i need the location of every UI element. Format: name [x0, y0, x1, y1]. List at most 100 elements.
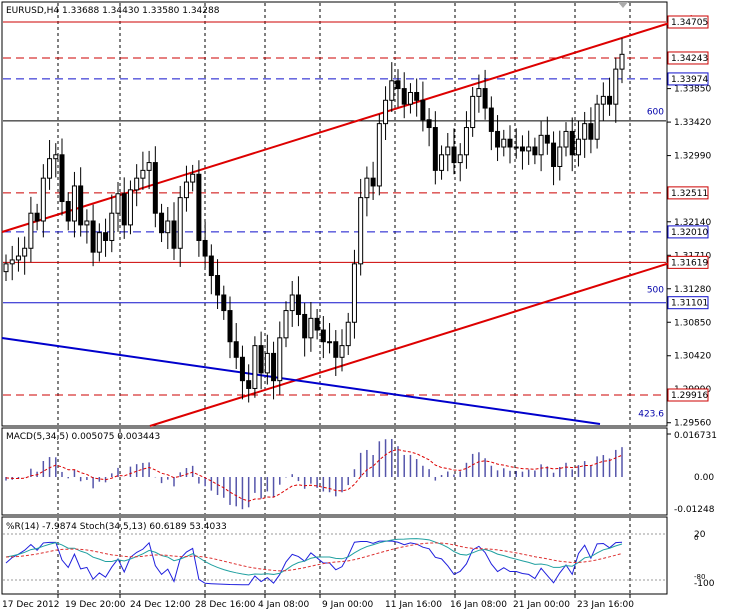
shift-marker-icon[interactable]: [618, 2, 628, 8]
macd-indicator: 0.016731 0.00 -0.01248: [5, 431, 717, 515]
candle-body: [65, 201, 71, 222]
candle-body: [196, 173, 202, 241]
fib-level-label: 600: [647, 107, 664, 117]
level-price-box: [667, 72, 709, 86]
candle-body: [127, 189, 133, 226]
candle-body: [432, 127, 438, 171]
level-price-box: [667, 15, 709, 29]
candle-body: [370, 177, 376, 187]
stoch-axis-label: -100: [694, 579, 715, 589]
stoch-axis-label: -80: [694, 573, 705, 581]
level-price-box: [667, 388, 709, 402]
fib-labels: 600 500 423.6: [638, 107, 664, 419]
stoch-title: %R(14) -7.9874 Stoch(34,5,13) 60.6189 53…: [6, 522, 227, 532]
lower-channel-line: [149, 255, 693, 427]
time-tick-label: 17 Dec 2012: [2, 600, 60, 610]
macd-title: MACD(5,34,5) 0.005075 0.003443: [6, 432, 160, 442]
candle-body: [544, 134, 550, 144]
candle-body: [376, 123, 382, 187]
candle-body: [563, 130, 569, 148]
level-price-box: [667, 225, 709, 239]
candle-body: [289, 294, 295, 312]
candle-body: [227, 310, 233, 343]
candle-body: [507, 138, 513, 148]
candle-body: [177, 197, 183, 249]
time-axis: 17 Dec 2012 19 Dec 20:00 24 Dec 12:00 28 De…: [2, 594, 634, 610]
candle-body: [264, 352, 270, 374]
time-tick-label: 23 Jan 16:00: [577, 600, 634, 610]
candle-body: [134, 177, 140, 191]
candle-body: [451, 146, 457, 164]
candle-body: [28, 212, 34, 249]
level-price-label: 1.29916: [671, 391, 708, 401]
level-price-label: 1.34243: [671, 54, 708, 64]
candle-body: [582, 123, 588, 140]
fib-level-label: 423.6: [638, 409, 664, 419]
level-price-label: 1.33974: [671, 75, 708, 85]
candle-body: [588, 123, 594, 140]
level-price-label: 1.31619: [671, 258, 708, 268]
candle-body: [308, 317, 314, 339]
candle-body: [109, 212, 115, 241]
candle-body: [277, 337, 283, 382]
candle-body: [532, 146, 538, 156]
stoch-axis-label: 0: [694, 534, 698, 542]
level-price-box: [667, 186, 709, 200]
candle-body: [519, 146, 525, 152]
candle-body: [395, 80, 401, 90]
ohlc-label: 1.33688 1.34430 1.33580 1.34288: [62, 6, 220, 16]
candle-body: [600, 95, 606, 105]
time-tick-label: 16 Jan 08:00: [450, 600, 507, 610]
candle-body: [90, 220, 96, 253]
candle-body: [84, 220, 90, 226]
candle-body: [252, 345, 258, 389]
candle-body: [463, 127, 469, 156]
candle-body: [327, 341, 333, 344]
candle-body: [103, 232, 109, 241]
candle-body: [34, 212, 40, 222]
stoch-pane-frame: [1, 516, 668, 595]
candle-body: [569, 130, 575, 156]
macd-axis-label: 0.016731: [674, 431, 717, 441]
candle-body: [339, 345, 345, 358]
level-price-box: [667, 51, 709, 65]
price-levels: [3, 21, 666, 396]
symbol-label: EURUSD,H4: [6, 6, 59, 16]
candle-body: [246, 380, 252, 389]
candle-body: [78, 185, 84, 226]
price-tick-label: 1.32140: [674, 218, 711, 228]
candle-body: [22, 247, 28, 257]
price-tick-label: 1.33850: [674, 85, 711, 95]
wpr-line: [5, 540, 623, 586]
time-tick-label: 11 Jan 16:00: [385, 600, 442, 610]
candle-body: [345, 321, 351, 347]
candle-body: [457, 154, 463, 164]
candle-body: [439, 154, 445, 171]
price-tick-label: 1.31280: [674, 285, 711, 295]
candle-body: [152, 162, 158, 214]
candle-body: [314, 317, 320, 331]
macd-axis-label: 0.00: [694, 473, 714, 483]
candle-body: [445, 146, 451, 156]
time-tick-label: 4 Jan 08:00: [258, 600, 310, 610]
candle-body: [202, 239, 208, 257]
blue-trend-line: [1, 337, 601, 425]
price-tick-label: 1.30850: [674, 318, 711, 328]
level-price-label: 1.32010: [671, 228, 708, 238]
level-price-box: [667, 255, 709, 269]
candle-body: [613, 68, 619, 105]
price-tick-label: 1.29560: [674, 419, 711, 429]
candle-body: [159, 212, 165, 234]
candle-body: [619, 53, 625, 70]
level-price-label: 1.31101: [671, 299, 708, 309]
candle-body: [333, 341, 339, 358]
candle-body: [320, 329, 326, 343]
price-tick-label: 1.30420: [674, 352, 711, 362]
stoch-axis-label: 20: [694, 530, 706, 540]
candle-body: [40, 177, 46, 222]
fib-level-label: 500: [647, 286, 664, 296]
candle-body: [594, 103, 600, 140]
candle-body: [501, 138, 507, 148]
